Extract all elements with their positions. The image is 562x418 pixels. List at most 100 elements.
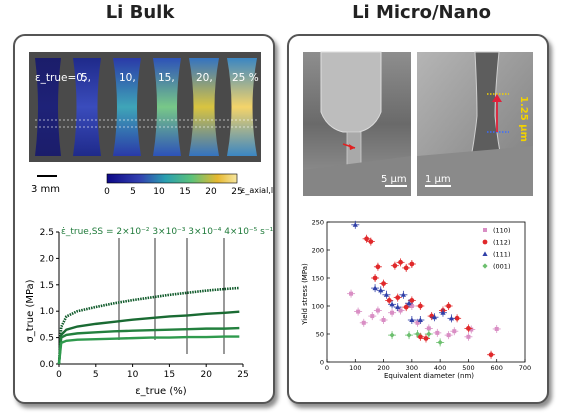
yield-point [372,275,378,281]
legend-marker [482,239,488,245]
colorbar-ticks: 0 5 10 15 20 25 [104,187,243,197]
yield-point [381,318,386,322]
yield-point [488,352,494,358]
yield-point [426,326,431,331]
sem-right-annotation: 1.25 µm [518,96,529,142]
yield-x-tick-label: 100 [349,364,361,372]
yield-legend: (110) (112) (111) (001) [482,227,510,271]
stress-y-tick-label: 1.5 [40,281,54,291]
stress-xlabel: ε_true (%) [135,386,187,397]
sem-right-scalebar-label: 1 µm [425,174,451,185]
yield-point [375,308,380,313]
stress-y-tick-label: 2.0 [40,254,55,264]
yield-y-tick-label: 250 [312,219,324,227]
yield-point [494,326,499,331]
colorbar-tick-label: 25 [231,187,242,197]
colorbar-tick-label: 15 [179,187,190,197]
yield-point [381,281,386,286]
stress-x-tick-label: 15 [164,370,175,380]
strain-label-5: 25 % [232,72,259,84]
legend-label: (111) [493,251,510,259]
specimen-0 [35,58,61,156]
specimen-4 [189,58,219,156]
yield-xlabel: Equivalent diameter (nm) [384,372,474,380]
yield-point [403,265,409,271]
yield-point [414,331,421,337]
yield-y-tick-label: 200 [312,247,324,255]
yield-y-tick-label: 0 [320,359,324,367]
specimen-3 [153,58,181,156]
legend-label: (110) [493,227,510,235]
yield-point [417,334,423,340]
yield-point [446,303,452,309]
yield-point [417,317,423,322]
colorbar [106,173,238,184]
yield-point [368,239,374,244]
strain-label-3: 15, [158,72,175,84]
right-title: Li Micro/Nano [352,2,491,23]
yield-point [446,333,451,338]
yield-point [395,304,401,310]
yield-point [395,295,401,300]
colorbar-tick-label: 20 [205,187,217,197]
scalebar-label: 3 mm [31,184,60,195]
yield-point [406,332,412,338]
strain-label-4: 20, [196,72,213,84]
specimen-5 [227,58,257,156]
strain-map-background [29,52,261,162]
yield-point [375,264,381,270]
stress-series-line [57,286,240,365]
legend-label: (001) [493,263,510,271]
colorbar-tick-label: 0 [104,187,110,197]
yield-point [364,236,369,242]
yield-point [452,329,457,334]
strain-map-figure: ε_true=0, 5, 10, 15, 20, 25 % 3 mm 0 5 10 1… [29,52,273,197]
yield-point [466,334,471,339]
yield-point [398,259,403,265]
sem-right-base [417,146,533,196]
rate-label: ε̇_true,SS = 2×10⁻² 3×10⁻³ 3×10⁻⁴ 4×10⁻⁵… [61,227,273,237]
yield-x-tick-label: 200 [377,364,389,372]
yield-point [426,331,432,337]
specimen-1 [73,58,101,156]
yield-point [403,304,409,310]
stress-y-tick-label: 0.0 [40,360,55,370]
yield-x-tick-label: 600 [491,364,503,372]
yield-point [400,292,406,297]
stress-y-tick-label: 2.5 [40,228,54,238]
yield-point [435,330,440,335]
stress-x-tick-label: 10 [127,370,139,380]
colorbar-tick-label: 5 [130,187,136,197]
colorbar-tick-label: 10 [153,187,165,197]
yield-x-tick-label: 700 [519,364,531,372]
strain-label-0: ε_true=0, [35,72,86,84]
yield-point [409,298,415,303]
stress-ylabel: σ_true (MPa) [25,279,36,342]
specimens [35,58,257,156]
stress-series-line [57,310,240,365]
strain-label-2: 10, [119,72,136,84]
li-bulk-panel: ε_true=0, 5, 10, 15, 20, 25 % 3 mm 0 5 10 1… [13,34,275,404]
specimen-2 [113,58,141,156]
yield-x-tick-label: 500 [462,364,474,372]
left-title: Li Bulk [105,2,175,23]
yield-point [361,320,366,325]
yield-ylabel: Yield stress (MPa) [301,263,309,326]
yield-x-tick-label: 0 [325,364,329,372]
yield-point [431,314,438,320]
stress-strain-chart: ε̇_true,SS = 2×10⁻² 3×10⁻³ 3×10⁻⁴ 4×10⁻⁵… [25,227,273,397]
yield-point [454,315,460,321]
yield-point [390,310,395,315]
yield-point [440,310,446,315]
yield-point [392,263,398,269]
yield-point [415,320,420,325]
yield-stress-chart: 0 100 200 300 400 500 600 700 0 50 100 150 200 250 (1… [301,219,532,381]
li-micro-nano-panel: 5 µm 1.25 µm 1 µm 0 100 200 300 400 500 600 700… [287,34,549,404]
yield-plot-area: 0 100 200 300 400 500 600 700 0 50 100 150 200 250 [312,219,532,373]
yield-point [417,303,423,309]
yield-y-tick-label: 150 [312,275,324,283]
legend-label: (112) [493,239,510,247]
stress-plot-area: 0 5 10 15 20 25 0.0 0.5 1.0 1.5 2.0 2.5 [40,228,249,380]
stress-series-line [57,326,240,365]
yield-point [349,291,354,296]
